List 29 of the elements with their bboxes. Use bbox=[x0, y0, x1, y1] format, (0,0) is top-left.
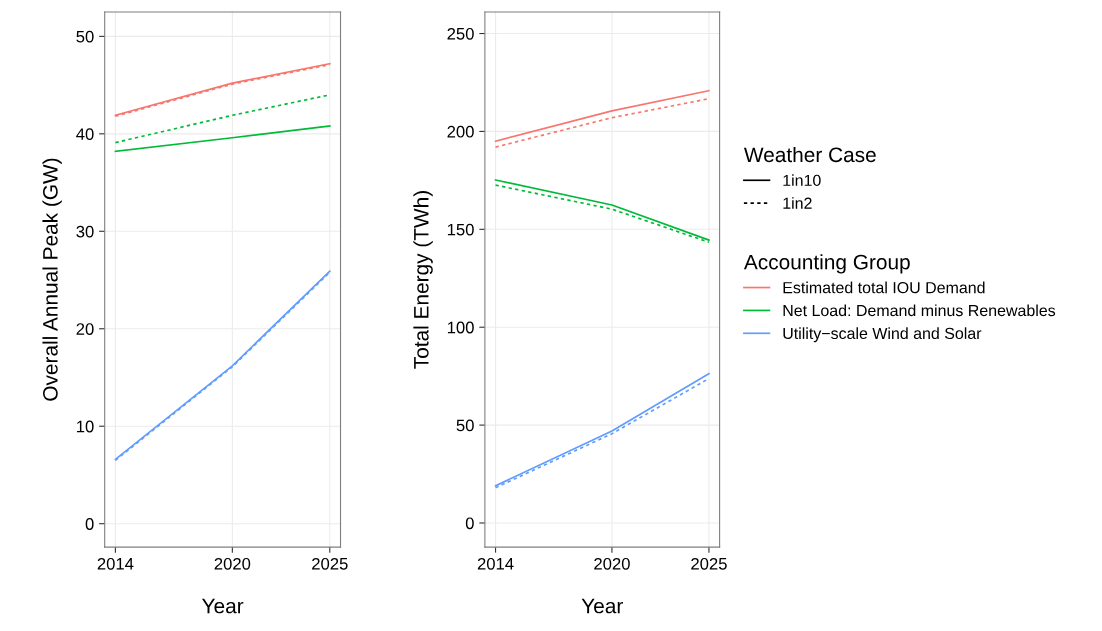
y-tick-label: 200 bbox=[447, 125, 474, 138]
x-tick-label: 2025 bbox=[691, 557, 727, 570]
text: 1in10 bbox=[783, 174, 821, 187]
y-tick-label: 10 bbox=[77, 420, 94, 433]
y-tick-label: 50 bbox=[76, 30, 94, 43]
y-tick-label: 20 bbox=[76, 323, 94, 335]
y-tick-label: 150 bbox=[447, 223, 474, 236]
y-tick-label: 30 bbox=[76, 225, 94, 238]
legend-label: Net Load: Demand minus Renewables bbox=[783, 304, 1056, 317]
x-axis-title: Year bbox=[581, 598, 623, 614]
y-axis-title: Total Energy (TWh) bbox=[413, 191, 433, 369]
y-tick-label: 50 bbox=[456, 419, 474, 432]
legend-label: Estimated total IOU Demand bbox=[783, 281, 985, 294]
x-tick-label: 2014 bbox=[477, 557, 514, 570]
y-axis-title: Overall Annual Peak (GW) bbox=[42, 158, 62, 401]
text: 1in2 bbox=[783, 197, 812, 209]
y-tick-label: 0 bbox=[465, 517, 474, 530]
x-tick-label: 2020 bbox=[214, 557, 251, 570]
y-tick-label: 40 bbox=[76, 128, 94, 141]
x-tick-label: 2020 bbox=[594, 557, 630, 570]
x-axis-title: Year bbox=[202, 598, 244, 614]
y-tick-label: 250 bbox=[447, 27, 474, 40]
x-tick-label: 2025 bbox=[312, 557, 348, 570]
y-tick-label: 0 bbox=[85, 518, 94, 530]
text: Weather Case bbox=[743, 146, 876, 163]
legend-title: Accounting Group bbox=[743, 254, 910, 274]
legend-label: Utility−scale Wind and Solar bbox=[783, 327, 982, 343]
y-tick-label: 100 bbox=[447, 321, 474, 334]
x-tick-label: 2014 bbox=[97, 557, 134, 570]
